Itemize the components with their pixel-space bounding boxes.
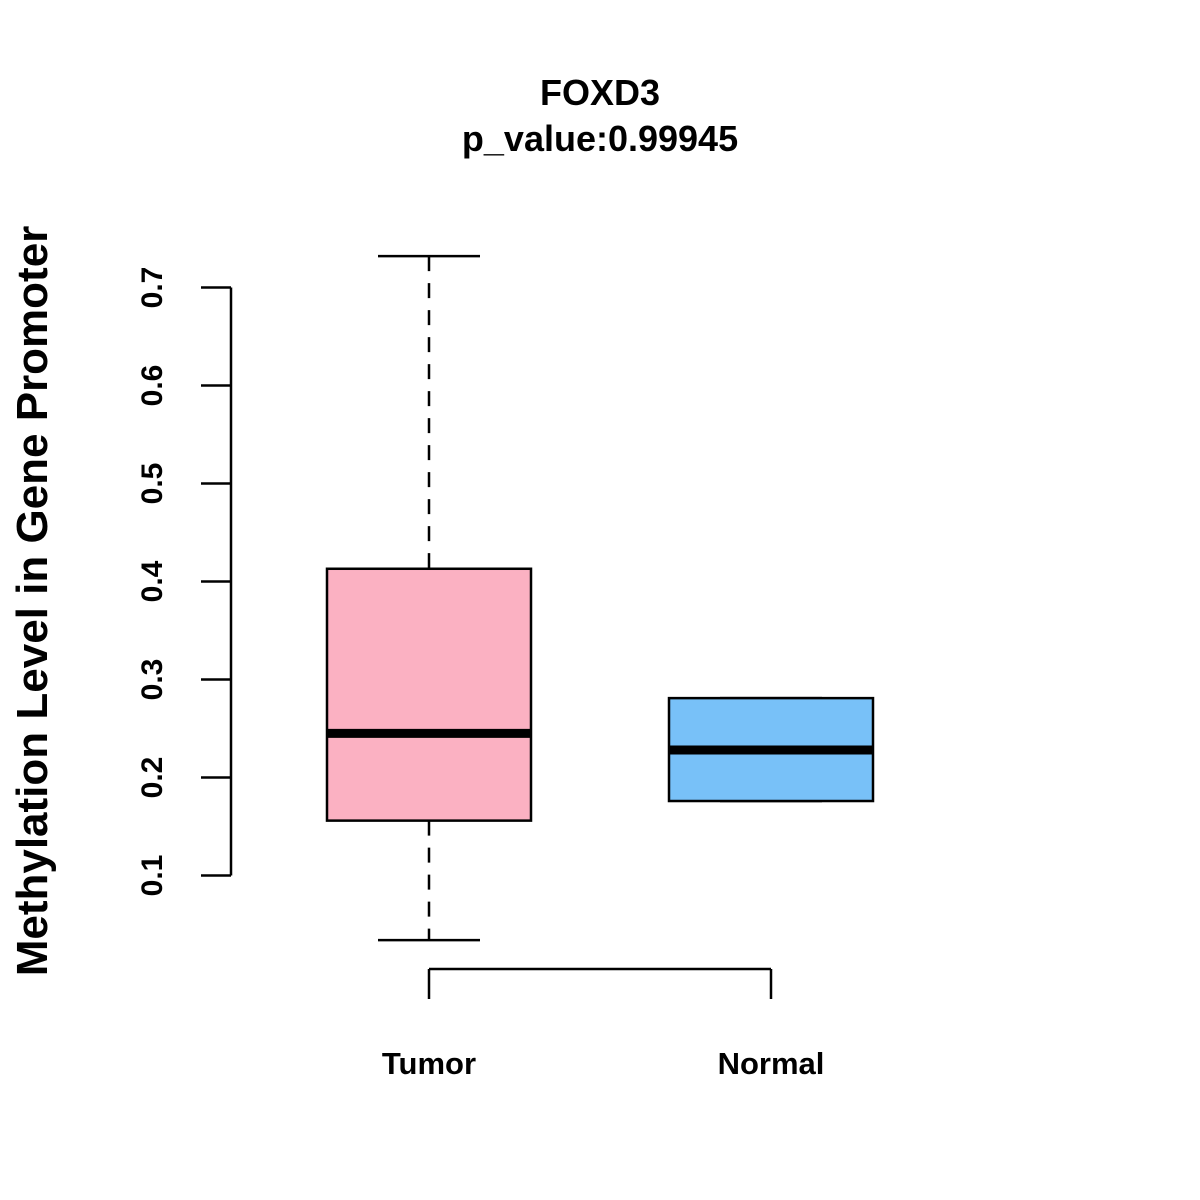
chart-subtitle: p_value:0.99945 (462, 118, 738, 159)
box-tumor (325, 254, 533, 942)
box-iqr (325, 567, 533, 822)
y-axis-label: Methylation Level in Gene Promoter (8, 226, 57, 977)
y-tick-label: 0.3 (136, 659, 169, 701)
chart-title: FOXD3 (540, 72, 660, 113)
box-group (325, 254, 875, 942)
y-tick-label: 0.7 (136, 267, 169, 309)
x-tick-label: Normal (718, 1046, 825, 1081)
box-normal (667, 696, 875, 803)
x-tick-label: Tumor (382, 1046, 476, 1081)
y-axis: 0.1 0.2 0.3 0.4 0.5 0.6 0.7 (136, 267, 233, 897)
y-tick-label: 0.2 (136, 757, 169, 799)
y-tick-label: 0.6 (136, 365, 169, 407)
y-tick-label: 0.1 (136, 855, 169, 897)
y-tick-label: 0.4 (136, 560, 169, 602)
y-tick-label: 0.5 (136, 463, 169, 505)
x-axis: Tumor Normal (382, 967, 825, 1081)
